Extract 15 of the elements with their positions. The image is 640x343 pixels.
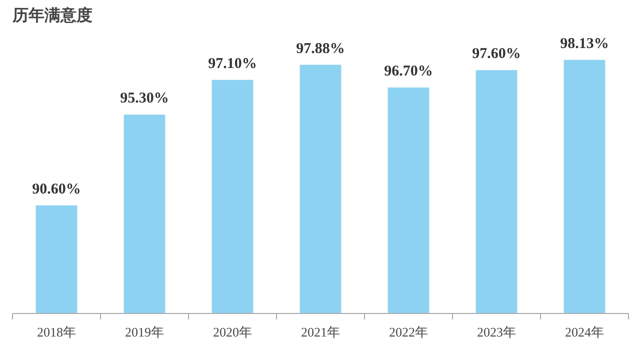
chart-title: 历年满意度 (12, 6, 92, 24)
x-tick-label: 2024年 (565, 324, 604, 340)
x-tick-label: 2019年 (125, 324, 164, 340)
data-label: 97.60% (472, 46, 521, 62)
data-label: 90.60% (32, 181, 81, 198)
x-tick-label: 2020年 (213, 324, 252, 340)
data-label: 97.88% (296, 40, 345, 57)
x-tick-label: 2021年 (301, 324, 340, 340)
data-label: 96.70% (384, 64, 433, 80)
data-label: 97.10% (208, 56, 257, 72)
x-tick-label: 2023年 (477, 324, 516, 340)
data-label: 95.30% (120, 90, 169, 107)
x-tick-label: 2022年 (389, 324, 428, 340)
x-tick-label: 2018年 (37, 324, 76, 340)
data-label: 98.13% (560, 36, 609, 52)
